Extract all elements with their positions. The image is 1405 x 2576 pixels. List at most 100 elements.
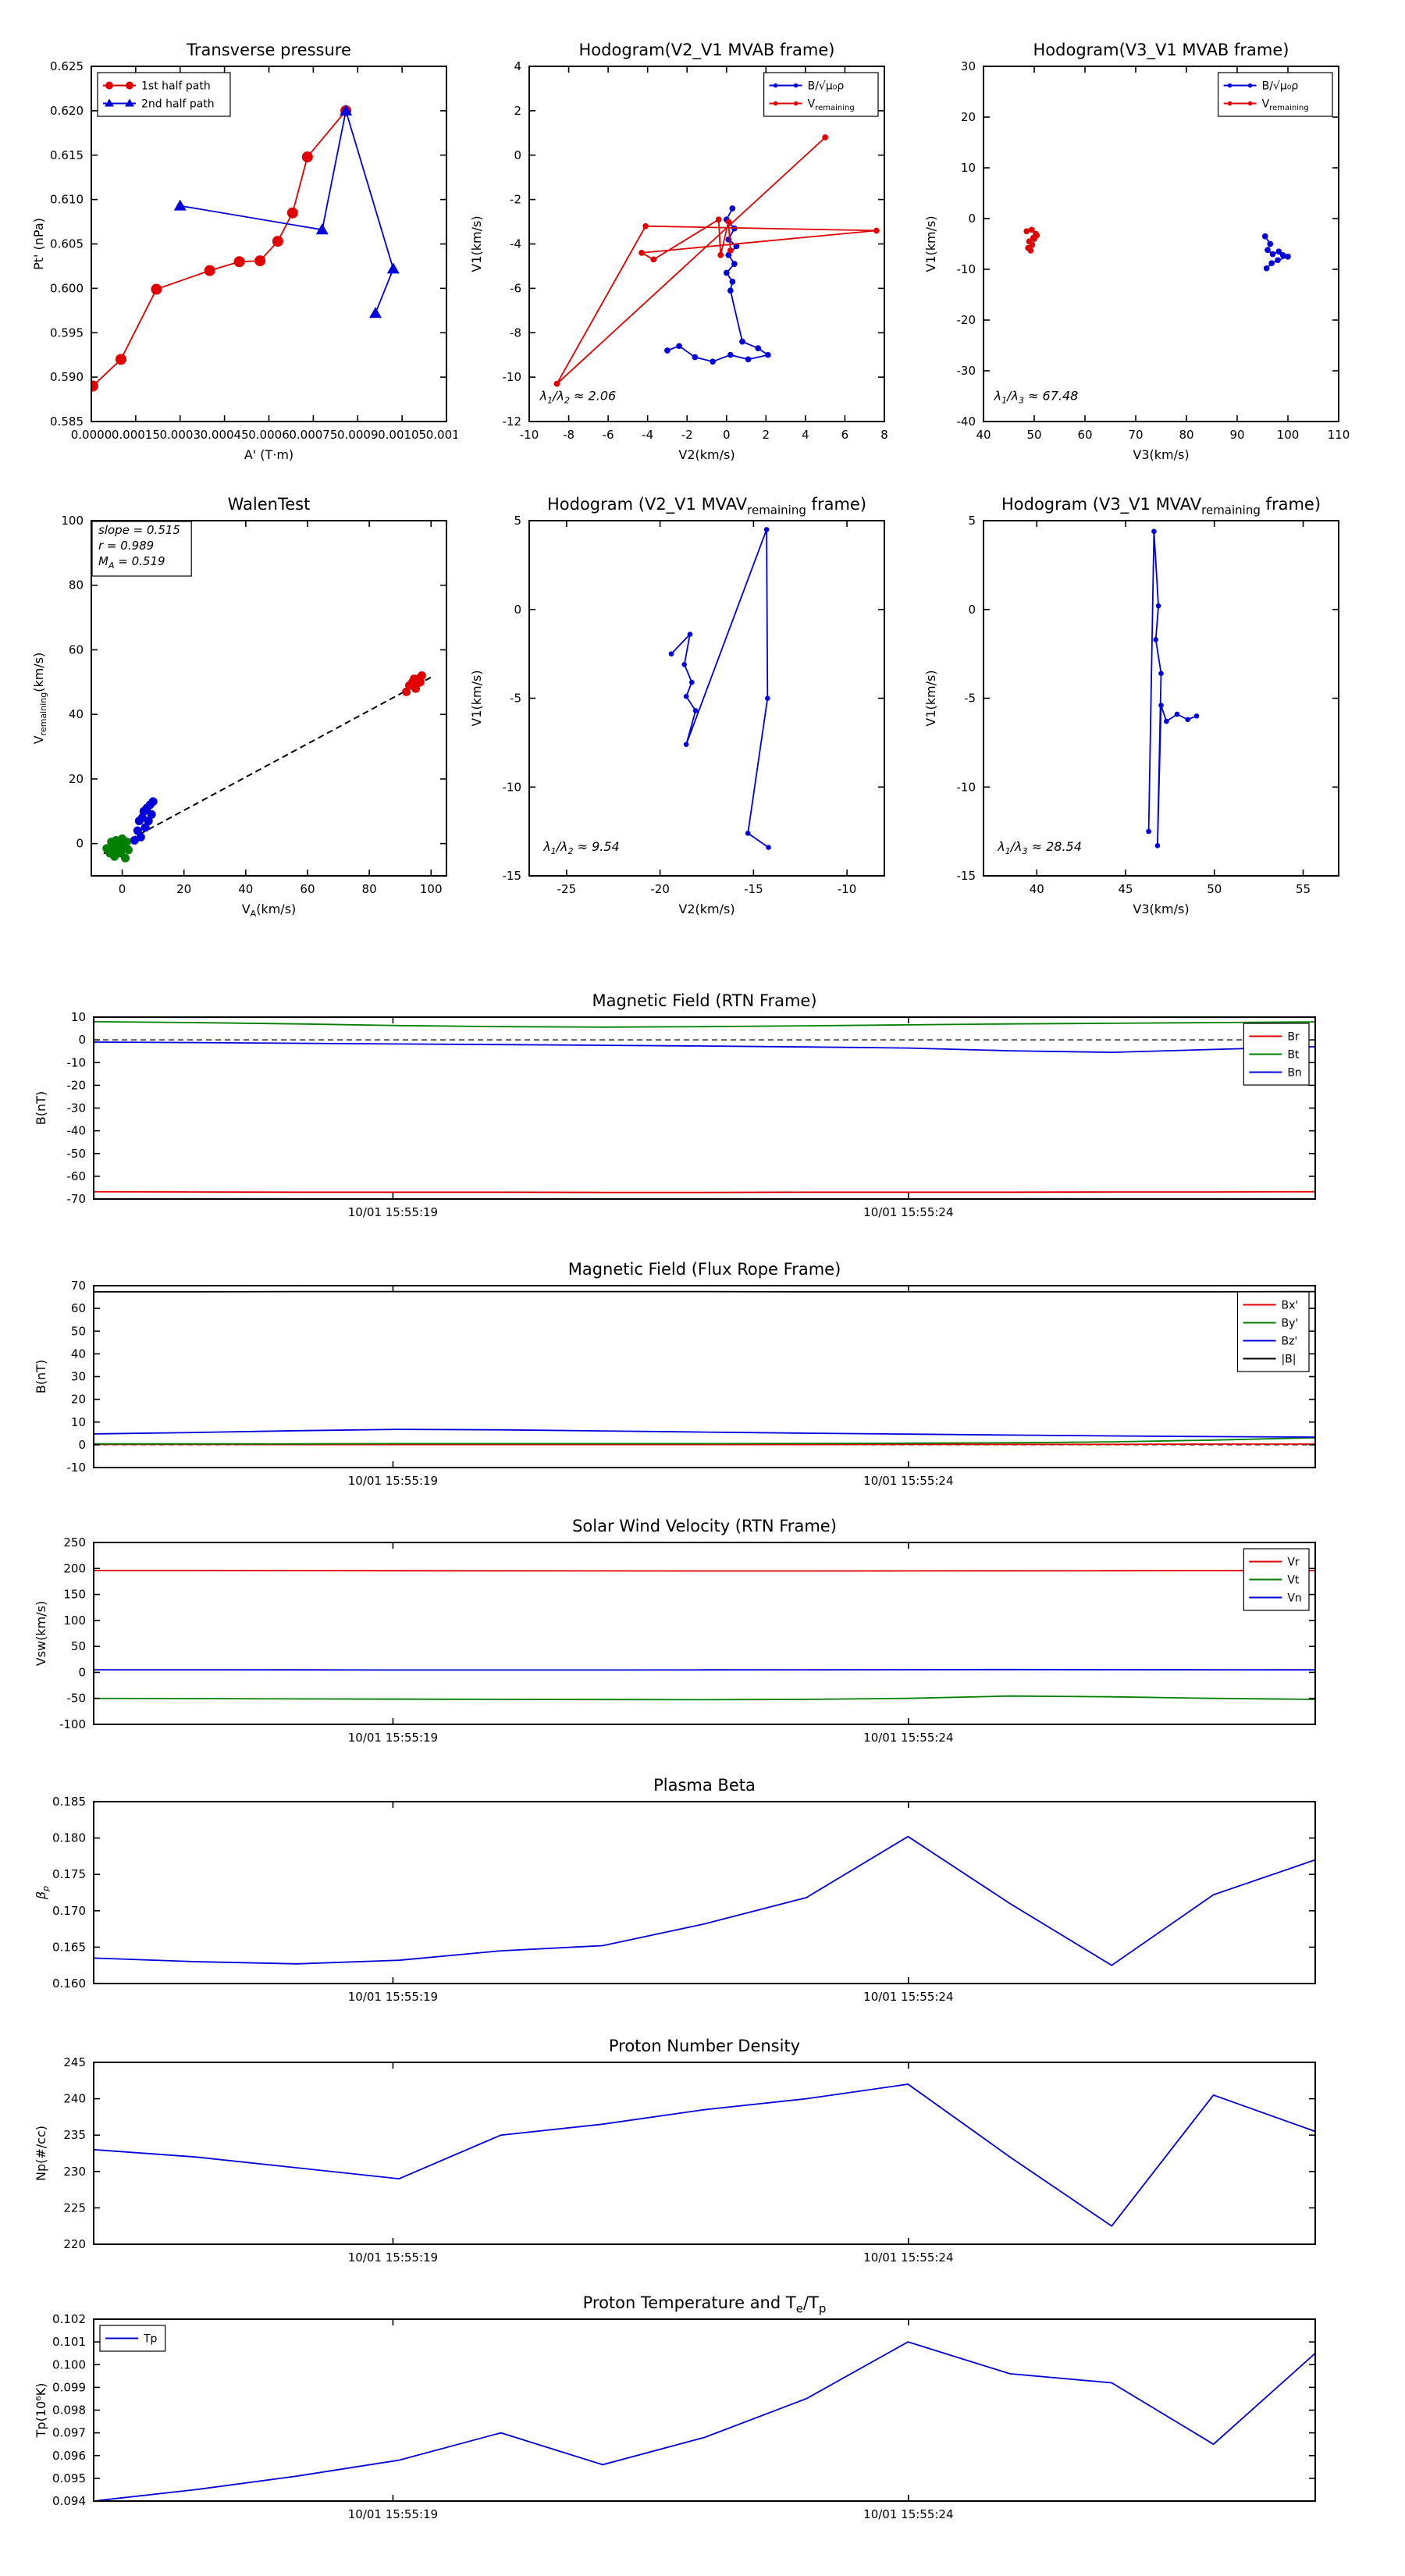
- svg-text:245: 245: [63, 2055, 86, 2069]
- svg-text:0.165: 0.165: [52, 1940, 86, 1954]
- svg-text:-8: -8: [563, 428, 574, 442]
- chart-svg-plasma-beta: 10/01 15:55:19 10/01 15:55:24 0.185 0.180 0.…: [34, 1776, 1316, 2004]
- svg-text:0.102: 0.102: [52, 2312, 86, 2326]
- svg-text:V1(km/s): V1(km/s): [923, 670, 938, 726]
- chart-svg-walen: 0 20 40 60 80 100 0 20 40 60 80 100 WalenTest VA(km/s…: [31, 495, 447, 919]
- chart-svg-hodo-v2v1-mvav: -25 -20 -15 -10 5 0 -5 -10 -15 Hodogram (V2_V1 MV…: [469, 495, 885, 916]
- svg-text:10: 10: [71, 1010, 86, 1024]
- svg-text:V1(km/s): V1(km/s): [469, 670, 484, 726]
- chart-proton-temperature: 10/01 15:55:19 10/01 15:55:24 0.102 0.101 0.…: [20, 2290, 1326, 2540]
- svg-text:-30: -30: [957, 364, 976, 378]
- svg-text:2nd half path: 2nd half path: [141, 98, 215, 111]
- svg-text:Tp(10⁶K): Tp(10⁶K): [34, 2383, 48, 2439]
- svg-text:0.170: 0.170: [52, 1904, 86, 1918]
- svg-text:-30: -30: [67, 1101, 87, 1115]
- svg-text:Bt: Bt: [1287, 1049, 1300, 1062]
- svg-text:A' (T·m): A' (T·m): [244, 447, 293, 462]
- svg-text:0.095: 0.095: [52, 2471, 86, 2485]
- svg-text:40: 40: [71, 1347, 86, 1361]
- svg-text:V1(km/s): V1(km/s): [469, 215, 484, 272]
- svg-text:Hodogram (V3_V1 MVAVremaining: Hodogram (V3_V1 MVAVremaining frame): [1001, 495, 1321, 517]
- svg-text:-70: -70: [67, 1192, 87, 1206]
- svg-text:2: 2: [514, 104, 521, 118]
- svg-text:90: 90: [1229, 428, 1244, 442]
- svg-text:B(nT): B(nT): [34, 1091, 48, 1125]
- svg-text:60: 60: [71, 1301, 86, 1315]
- svg-text:0.00045: 0.00045: [201, 428, 249, 442]
- svg-text:0.615: 0.615: [50, 148, 84, 162]
- svg-text:0.0000: 0.0000: [71, 428, 112, 442]
- svg-text:0.0006: 0.0006: [248, 428, 290, 442]
- svg-text:0.175: 0.175: [52, 1867, 86, 1881]
- svg-text:Bn: Bn: [1287, 1067, 1301, 1080]
- chart-solar-wind-velocity: 10/01 15:55:19 10/01 15:55:24 250 200 150 100…: [20, 1513, 1326, 1763]
- svg-text:240: 240: [63, 2092, 86, 2106]
- svg-text:V2(km/s): V2(km/s): [678, 902, 735, 916]
- svg-text:-10: -10: [838, 882, 857, 896]
- svg-text:0.094: 0.094: [52, 2494, 86, 2508]
- svg-text:0.097: 0.097: [52, 2426, 86, 2440]
- chart-svg-b-rtn: 10/01 15:55:19 10/01 15:55:24 10 0 -10 -20 -30…: [34, 991, 1316, 1219]
- svg-text:45: 45: [1118, 882, 1133, 896]
- svg-text:-10: -10: [957, 262, 976, 276]
- svg-text:-20: -20: [67, 1078, 87, 1092]
- chart-svg-pt: 0.0000 0.00015 0.0003 0.00045 0.0006 0.00075 0…: [31, 41, 467, 462]
- svg-text:0.00075: 0.00075: [289, 428, 337, 442]
- svg-text:r = 0.989: r = 0.989: [98, 539, 154, 553]
- svg-text:10/01 15:55:19: 10/01 15:55:19: [348, 2507, 438, 2521]
- svg-text:10/01 15:55:19: 10/01 15:55:19: [348, 1205, 438, 1219]
- svg-text:1st half path: 1st half path: [141, 80, 211, 93]
- svg-text:-4: -4: [642, 428, 653, 442]
- svg-text:0.0012: 0.0012: [426, 428, 457, 442]
- svg-text:200: 200: [63, 1561, 86, 1575]
- svg-text:B/√μ₀ρ: B/√μ₀ρ: [1262, 80, 1299, 93]
- svg-text:0.585: 0.585: [50, 415, 84, 429]
- chart-hodogram-v2v1-mvav: -25 -20 -15 -10 5 0 -5 -10 -15 Hodogram (V2_V1 MV…: [455, 486, 895, 923]
- svg-text:Np(#/cc): Np(#/cc): [34, 2126, 48, 2181]
- svg-text:-10: -10: [503, 780, 522, 794]
- chart-proton-number-density: 10/01 15:55:19 10/01 15:55:24 245 240 235 230…: [20, 2033, 1326, 2283]
- svg-text:4: 4: [514, 59, 521, 73]
- svg-text:10/01 15:55:19: 10/01 15:55:19: [348, 2250, 438, 2265]
- svg-text:-10: -10: [503, 370, 522, 384]
- svg-text:0.595: 0.595: [50, 326, 84, 340]
- svg-text:0.160: 0.160: [52, 1976, 86, 1991]
- svg-text:6: 6: [841, 428, 849, 442]
- svg-text:Vremaining: Vremaining: [808, 98, 855, 113]
- svg-text:Bz': Bz': [1281, 1336, 1297, 1348]
- svg-text:220: 220: [63, 2237, 86, 2251]
- svg-text:5: 5: [968, 514, 976, 528]
- svg-text:-5: -5: [964, 692, 976, 706]
- svg-text:0: 0: [78, 1665, 86, 1679]
- svg-text:-6: -6: [510, 281, 521, 295]
- svg-text:20: 20: [71, 1393, 86, 1407]
- svg-text:10/01 15:55:24: 10/01 15:55:24: [863, 1474, 953, 1488]
- svg-text:-12: -12: [503, 415, 522, 429]
- svg-text:10/01 15:55:24: 10/01 15:55:24: [863, 2250, 953, 2265]
- svg-text:Vt: Vt: [1287, 1574, 1300, 1587]
- svg-text:Tp: Tp: [143, 2333, 158, 2346]
- svg-text:40: 40: [238, 882, 253, 896]
- svg-text:8: 8: [880, 428, 888, 442]
- svg-text:10/01 15:55:24: 10/01 15:55:24: [863, 1990, 953, 2004]
- svg-text:100: 100: [61, 514, 84, 528]
- svg-text:0: 0: [76, 837, 84, 851]
- chart-svg-hodo-v3v1-mvab: 40 50 60 70 80 90 100 1103020100-10-20-30-40Hod…: [923, 41, 1350, 462]
- svg-text:20: 20: [961, 110, 976, 124]
- chart-svg-proton-density: 10/01 15:55:19 10/01 15:55:24 245 240 235 230…: [34, 2037, 1316, 2265]
- svg-text:Bx': Bx': [1281, 1300, 1298, 1312]
- svg-text:-20: -20: [957, 313, 976, 327]
- svg-text:Vsw(km/s): Vsw(km/s): [34, 1601, 48, 1666]
- chart-magnetic-field-rtn: 10/01 15:55:19 10/01 15:55:24 10 0 -10 -20 -30…: [20, 987, 1326, 1238]
- svg-text:-100: -100: [59, 1717, 86, 1731]
- svg-text:20: 20: [176, 882, 191, 896]
- svg-text:Pt' (nPa): Pt' (nPa): [31, 218, 46, 270]
- svg-text:110: 110: [1328, 428, 1350, 442]
- svg-text:-15: -15: [744, 882, 763, 896]
- svg-text:0: 0: [968, 603, 976, 617]
- chart-svg-vsw-rtn: 10/01 15:55:19 10/01 15:55:24 250 200 150 100…: [34, 1517, 1316, 1745]
- svg-text:10/01 15:55:24: 10/01 15:55:24: [863, 1205, 953, 1219]
- svg-text:0: 0: [78, 1438, 86, 1452]
- svg-text:-50: -50: [67, 1692, 87, 1706]
- svg-text:-40: -40: [67, 1124, 87, 1138]
